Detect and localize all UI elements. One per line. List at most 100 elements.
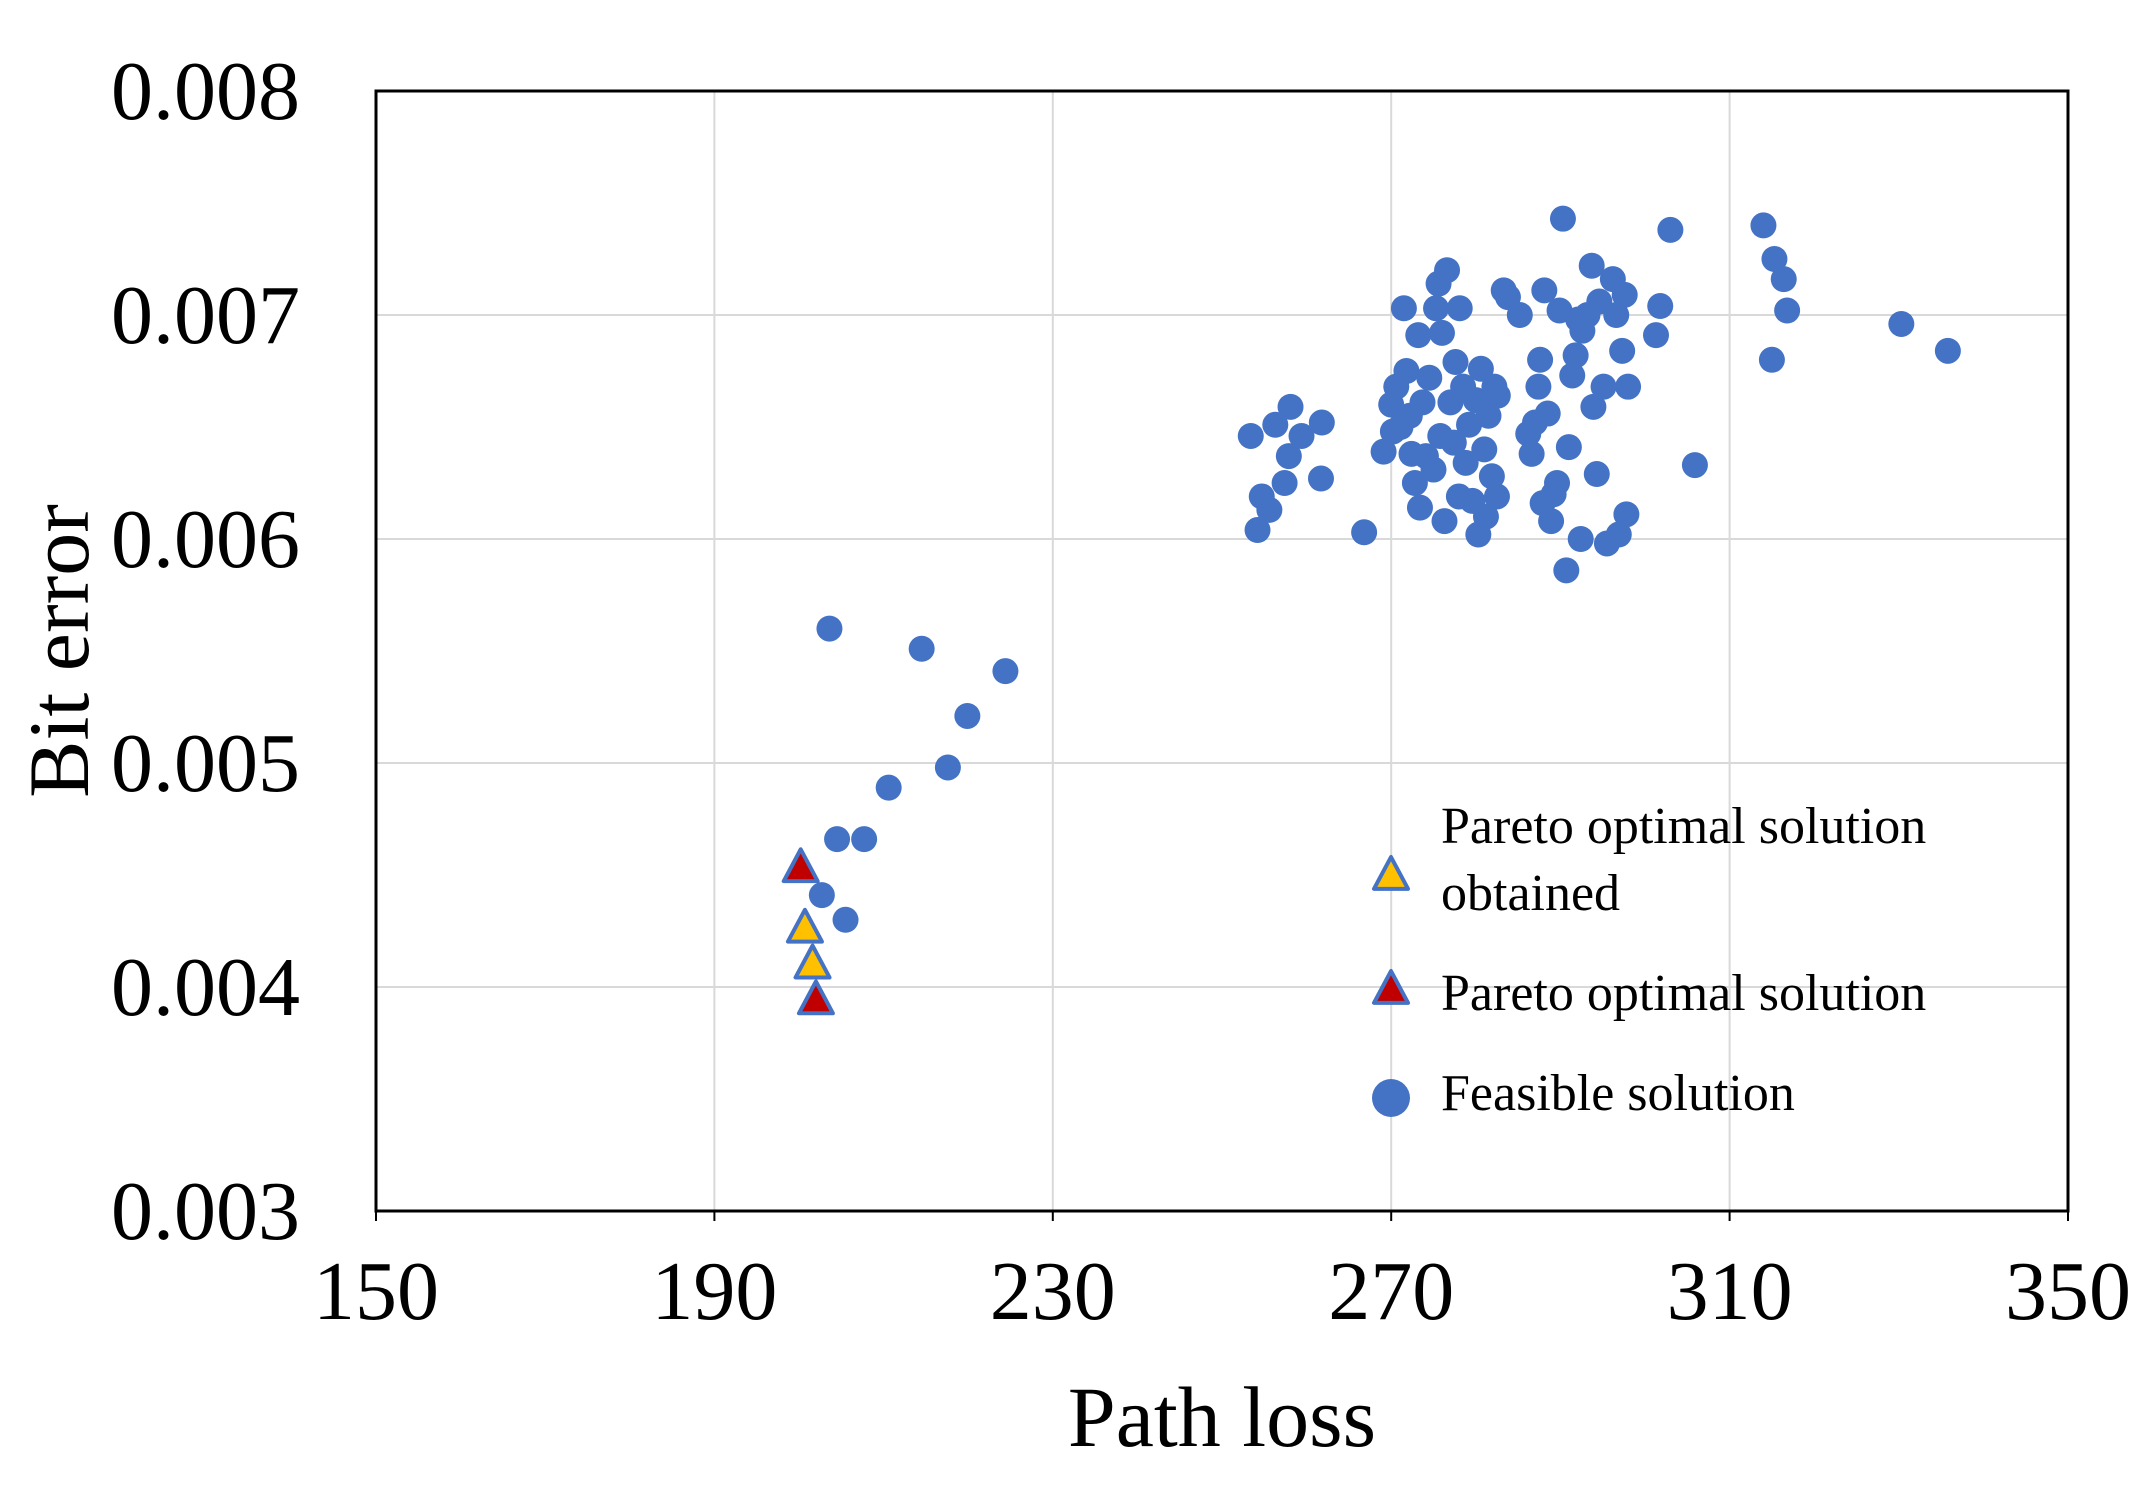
feasible-solution-point xyxy=(1613,501,1640,528)
grid xyxy=(376,91,2068,1211)
feasible-solution-point xyxy=(992,658,1019,685)
feasible-solution-point xyxy=(1603,302,1630,328)
feasible-solution-point xyxy=(875,774,902,801)
feasible-solution-point xyxy=(1750,212,1777,239)
feasible-solution-point xyxy=(1681,452,1708,479)
y-tick-label: 0.008 xyxy=(111,45,300,138)
feasible-solution-point xyxy=(1244,517,1271,544)
feasible-solution-point xyxy=(1758,346,1785,373)
feasible-solution-point xyxy=(1555,434,1582,461)
legend-label: obtained xyxy=(1441,865,1620,922)
feasible-solution-point xyxy=(1456,411,1483,438)
pareto-obtained-point xyxy=(785,907,824,944)
feasible-solution-point xyxy=(1538,508,1565,535)
feasible-solution-point xyxy=(1525,373,1552,400)
feasible-solution-point xyxy=(1288,422,1315,449)
feasible-solution-point xyxy=(1452,449,1479,476)
feasible-solution-point xyxy=(1484,382,1511,409)
feasible-solution-point xyxy=(1428,319,1455,346)
feasible-solution-point xyxy=(1370,438,1397,465)
feasible-solution-point xyxy=(1567,526,1594,552)
feasible-solution-point xyxy=(1888,310,1915,337)
feasible-solution-point xyxy=(1307,465,1334,492)
feasible-solution-point xyxy=(1446,295,1473,322)
feasible-solution-point xyxy=(1605,521,1632,548)
y-tick-label: 0.006 xyxy=(111,493,300,586)
feasible-solution-point xyxy=(808,882,835,909)
feasible-solution-point xyxy=(1393,358,1420,384)
feasible-solution-point xyxy=(1475,402,1502,429)
feasible-solution-point xyxy=(1390,295,1417,322)
feasible-solution-point xyxy=(1642,322,1669,349)
legend: Pareto optimal solution obtained Pareto op… xyxy=(1372,798,1926,1122)
y-tick-label: 0.005 xyxy=(111,717,300,810)
feasible-solution-point xyxy=(1277,393,1304,420)
feasible-solution-point xyxy=(1583,461,1610,488)
feasible-solution-point xyxy=(1275,443,1302,470)
x-tick-label: 270 xyxy=(1328,1245,1454,1338)
feasible-solution-point xyxy=(1531,277,1558,304)
feasible-solution-point xyxy=(1405,322,1432,349)
feasible-solution-point xyxy=(1934,337,1961,364)
feasible-solution-point xyxy=(1483,483,1510,510)
feasible-solution-point xyxy=(1471,436,1498,463)
feasible-solution-point xyxy=(1256,496,1283,523)
x-tick-label: 310 xyxy=(1667,1245,1793,1338)
feasible-solution-point xyxy=(1527,346,1554,373)
feasible-solution-point xyxy=(1559,362,1586,389)
feasible-solution-point xyxy=(1770,266,1797,293)
feasible-solution-point xyxy=(1657,216,1684,243)
plot-area-border xyxy=(374,89,2070,1213)
x-tick-label: 150 xyxy=(313,1245,439,1338)
data-points xyxy=(781,205,1961,1016)
feasible-solution-point xyxy=(908,635,935,662)
feasible-solution-point xyxy=(1615,373,1642,400)
legend-label: Pareto optimal solution xyxy=(1441,965,1926,1022)
y-tick-label: 0.004 xyxy=(111,941,300,1034)
feasible-solution-point xyxy=(1590,373,1617,400)
feasible-solution-point xyxy=(1401,470,1428,496)
feasible-solution-point xyxy=(1578,252,1605,279)
legend-pareto-optimal-marker xyxy=(1372,969,1410,1005)
feasible-solution-point xyxy=(1442,349,1469,376)
x-tick-label: 230 xyxy=(990,1245,1116,1338)
legend-pareto-obtained-marker xyxy=(1372,855,1410,891)
x-tick-label: 350 xyxy=(2005,1245,2131,1338)
feasible-solution-point xyxy=(824,826,851,853)
y-tick-label: 0.003 xyxy=(111,1165,300,1258)
feasible-solution-point xyxy=(1440,429,1467,456)
feasible-solution-point xyxy=(1518,440,1545,467)
feasible-solution-point xyxy=(1534,400,1561,427)
feasible-solution-point xyxy=(1478,463,1505,490)
feasible-solution-point xyxy=(1351,519,1378,546)
feasible-solution-point xyxy=(1472,503,1499,530)
feasible-solution-point xyxy=(1562,342,1589,369)
feasible-solution-point xyxy=(1467,355,1494,382)
feasible-solution-point xyxy=(1611,281,1638,308)
feasible-solution-point xyxy=(1506,302,1533,328)
feasible-solution-point xyxy=(1647,293,1674,320)
feasible-solution-point xyxy=(1434,257,1461,284)
pareto-optimal-point xyxy=(781,847,820,884)
feasible-solution-point xyxy=(1431,508,1458,535)
feasible-solution-point xyxy=(1544,470,1571,496)
feasible-solution-point xyxy=(1409,389,1436,416)
feasible-solution-point xyxy=(851,826,878,853)
feasible-solution-point xyxy=(1553,557,1580,584)
axis-tick-labels: 150 190 230 270 310 350 0.003 0.004 0.005 0.006 0.… xyxy=(111,45,2131,1338)
feasible-solution-point xyxy=(1580,393,1607,420)
x-tick-label: 190 xyxy=(651,1245,777,1338)
pareto-optimal-point xyxy=(796,979,835,1016)
feasible-solution-point xyxy=(954,702,981,729)
x-axis-title: Path loss xyxy=(1068,1369,1376,1465)
pareto-obtained-point xyxy=(793,943,832,980)
feasible-solution-point xyxy=(1774,297,1801,324)
feasible-solution-point xyxy=(1271,470,1298,496)
feasible-solution-point xyxy=(1237,422,1264,449)
feasible-solution-point xyxy=(934,754,961,781)
feasible-solution-point xyxy=(1761,246,1788,272)
feasible-solution-point xyxy=(1423,295,1450,322)
feasible-solution-point xyxy=(816,615,843,642)
feasible-solution-point xyxy=(1308,409,1335,436)
